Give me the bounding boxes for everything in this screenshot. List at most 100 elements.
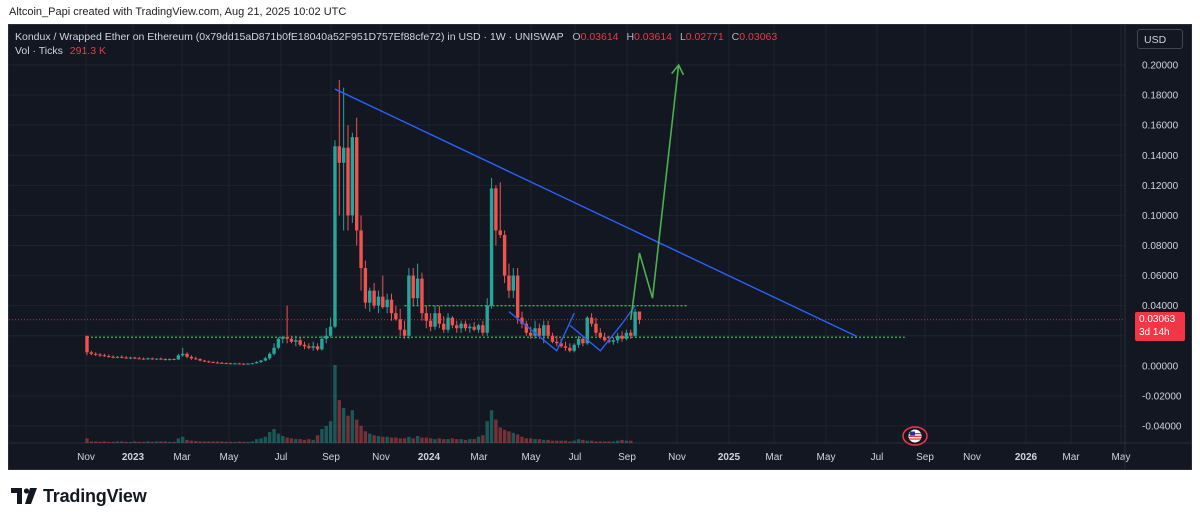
candle-body[interactable] — [154, 358, 159, 360]
candle-body[interactable] — [254, 362, 259, 364]
candle-body[interactable] — [107, 356, 111, 358]
candle-body[interactable] — [311, 346, 315, 348]
candle-body[interactable] — [520, 317, 524, 324]
candle-body[interactable] — [94, 353, 98, 355]
candle-body[interactable] — [498, 230, 502, 235]
candle-body[interactable] — [263, 358, 268, 361]
candle-body[interactable] — [511, 275, 515, 291]
candle-body[interactable] — [428, 320, 433, 327]
candle-body[interactable] — [228, 363, 233, 365]
candle-body[interactable] — [424, 313, 428, 321]
candle-body[interactable] — [111, 356, 115, 358]
candle-body[interactable] — [372, 290, 376, 306]
candle-body[interactable] — [546, 325, 550, 336]
candle-body[interactable] — [385, 299, 389, 308]
candle-body[interactable] — [333, 146, 337, 327]
candle-body[interactable] — [289, 338, 294, 342]
candle-body[interactable] — [281, 337, 285, 339]
candle-body[interactable] — [629, 332, 633, 336]
candle-body[interactable] — [637, 311, 642, 320]
candle-body[interactable] — [167, 359, 172, 361]
candle-body[interactable] — [402, 329, 407, 336]
candle-body[interactable] — [633, 311, 637, 336]
channel-line[interactable] — [508, 311, 575, 352]
candle-body[interactable] — [207, 361, 211, 363]
resistance-trendline[interactable] — [334, 88, 858, 338]
candle-body[interactable] — [324, 335, 328, 339]
candle-body[interactable] — [446, 317, 450, 330]
candle-body[interactable] — [568, 347, 572, 351]
candle-body[interactable] — [350, 137, 355, 216]
candle-body[interactable] — [237, 363, 241, 365]
candle-body[interactable] — [181, 353, 185, 356]
candle-body[interactable] — [389, 299, 394, 314]
candle-body[interactable] — [341, 147, 346, 163]
candle-body[interactable] — [398, 319, 402, 330]
us-flag-event-icon[interactable] — [902, 426, 928, 446]
candle-body[interactable] — [459, 323, 463, 329]
volume-label[interactable]: Vol · Ticks — [15, 45, 63, 57]
candle-body[interactable] — [476, 325, 481, 330]
candle-body[interactable] — [502, 234, 507, 276]
candle-body[interactable] — [616, 335, 620, 341]
forecast-path[interactable] — [629, 64, 680, 320]
candle-body[interactable] — [394, 313, 398, 320]
candle-body[interactable] — [211, 362, 215, 364]
tradingview-logo[interactable]: TradingView — [11, 484, 147, 508]
candle-body[interactable] — [315, 346, 320, 350]
candle-body[interactable] — [589, 317, 594, 324]
candle-body[interactable] — [189, 356, 194, 359]
candle-body[interactable] — [185, 353, 189, 357]
candle-body[interactable] — [85, 335, 89, 353]
candle-body[interactable] — [585, 317, 589, 344]
candle-body[interactable] — [233, 363, 237, 365]
candle-body[interactable] — [176, 355, 181, 360]
candle-body[interactable] — [594, 323, 598, 333]
candle-body[interactable] — [241, 363, 246, 365]
candle-body[interactable] — [285, 337, 289, 339]
candle-body[interactable] — [420, 278, 424, 314]
candle-body[interactable] — [337, 146, 341, 163]
candle-body[interactable] — [620, 335, 624, 339]
candle-body[interactable] — [302, 344, 307, 347]
candle-body[interactable] — [437, 313, 442, 324]
candle-body[interactable] — [572, 344, 576, 351]
candle-body[interactable] — [159, 358, 163, 360]
candle-body[interactable] — [272, 347, 276, 354]
candle-body[interactable] — [198, 359, 202, 361]
candle-body[interactable] — [550, 335, 555, 342]
candle-body[interactable] — [276, 338, 281, 348]
candle-body[interactable] — [537, 328, 542, 336]
candle-body[interactable] — [224, 363, 228, 365]
candlestick-chart[interactable]: 0.20000 0.18000 0.16000 0.14000 0.12000 0.100… — [9, 25, 1191, 469]
candle-body[interactable] — [355, 137, 359, 231]
candle-body[interactable] — [89, 352, 94, 354]
candle-body[interactable] — [442, 323, 446, 330]
candle-body[interactable] — [494, 188, 498, 231]
candle-body[interactable] — [563, 346, 568, 348]
candle-body[interactable] — [485, 305, 489, 333]
channel-line[interactable] — [569, 305, 636, 352]
candle-body[interactable] — [433, 313, 437, 327]
candle-body[interactable] — [359, 230, 363, 269]
candle-body[interactable] — [163, 359, 167, 361]
currency-button[interactable]: USD — [1137, 29, 1183, 49]
candle-body[interactable] — [98, 354, 102, 356]
candle-body[interactable] — [529, 332, 533, 336]
candle-body[interactable] — [346, 147, 350, 216]
candle-body[interactable] — [133, 357, 137, 359]
candle-body[interactable] — [268, 353, 272, 359]
candle-body[interactable] — [376, 296, 381, 306]
candle-body[interactable] — [450, 317, 455, 326]
candle-body[interactable] — [150, 358, 154, 360]
candle-body[interactable] — [307, 346, 311, 348]
candle-body[interactable] — [542, 325, 546, 336]
candle-body[interactable] — [468, 326, 472, 329]
candle-body[interactable] — [128, 357, 133, 359]
candle-body[interactable] — [250, 363, 254, 365]
candle-body[interactable] — [481, 325, 485, 333]
candle-body[interactable] — [455, 325, 459, 329]
candle-body[interactable] — [294, 340, 298, 342]
candle-body[interactable] — [463, 323, 468, 329]
candle-body[interactable] — [246, 363, 250, 365]
